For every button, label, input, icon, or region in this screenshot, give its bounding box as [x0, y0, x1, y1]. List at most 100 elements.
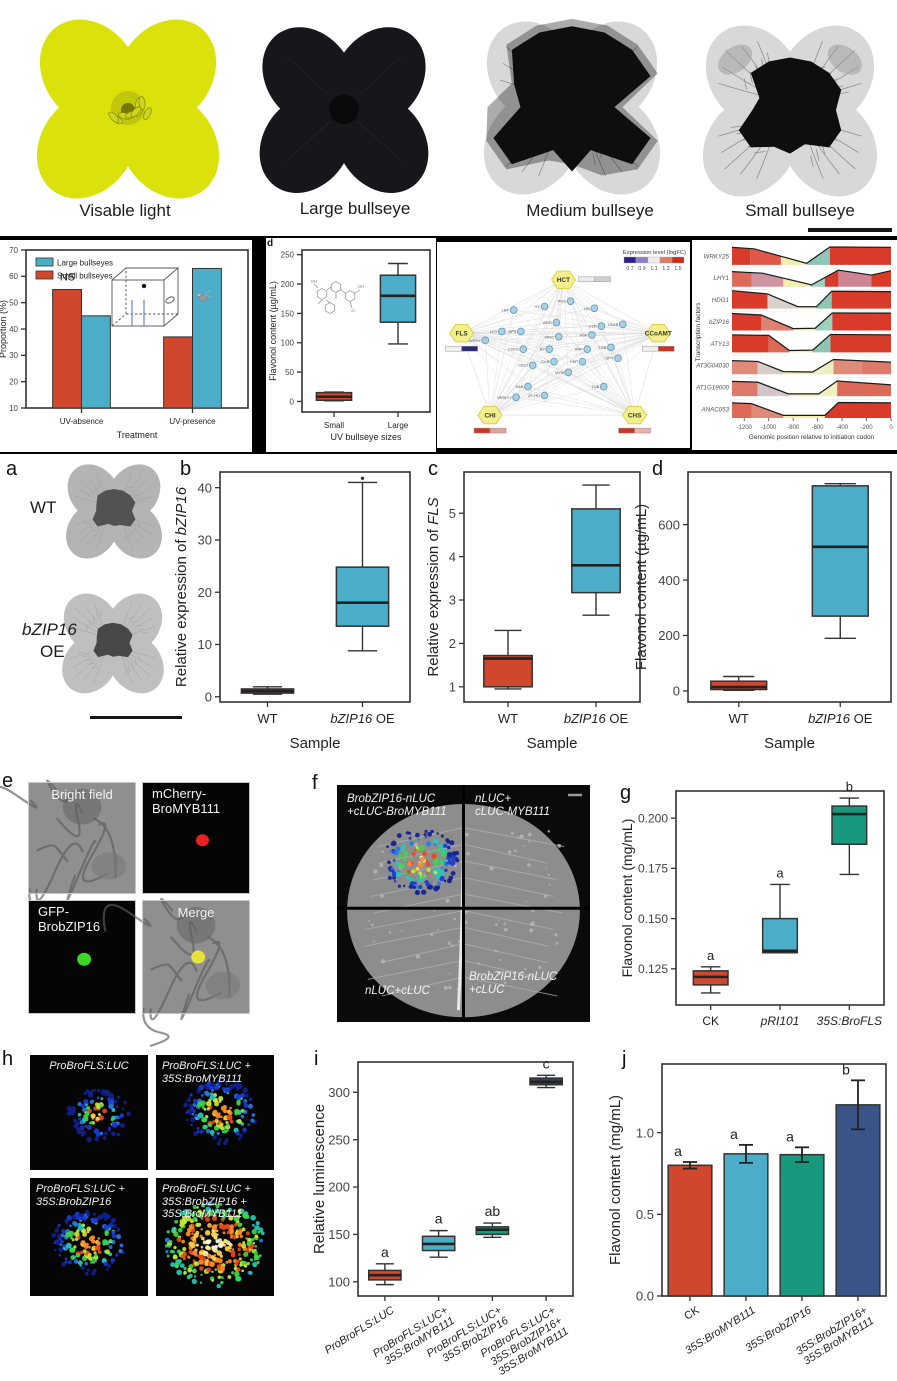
svg-text:0.0: 0.0 — [636, 1289, 654, 1304]
svg-text:2: 2 — [449, 636, 456, 651]
leaf-label-tr: nLUC+ cLUC-MYB111 — [475, 793, 550, 819]
svg-text:0: 0 — [673, 684, 680, 699]
svg-text:AT3G04030: AT3G04030 — [695, 363, 729, 370]
panel-letter-d: d — [652, 458, 664, 480]
svg-text:Large bullseyes: Large bullseyes — [57, 259, 113, 268]
svg-text:MYB: MYB — [555, 370, 564, 375]
micro-label-bright-field: Bright field — [51, 787, 113, 802]
scale-bar-row3 — [90, 716, 182, 719]
caption-visible-light: Visable light — [79, 201, 171, 220]
svg-text:-1200: -1200 — [737, 425, 753, 431]
flower-bzip16-oe — [60, 586, 166, 702]
svg-text:OH: OH — [358, 284, 365, 289]
svg-text:C2CD: C2CD — [508, 347, 519, 352]
micro-merge: Merge — [102, 897, 250, 1048]
svg-text:100: 100 — [281, 339, 295, 348]
label-oe: OE — [40, 642, 65, 661]
svg-text:0: 0 — [205, 689, 212, 704]
svg-text:UV bullseye sizes: UV bullseye sizes — [330, 432, 402, 442]
svg-text:a: a — [786, 1128, 794, 1144]
svg-text:bZIP16 OE: bZIP16 OE — [330, 711, 395, 726]
row2-box-panel-letter: d — [267, 238, 274, 249]
svg-text:4: 4 — [449, 549, 456, 564]
svg-text:Sample: Sample — [527, 735, 578, 752]
caption-small-bullseye: Small bullseye — [745, 201, 855, 220]
svg-text:Small bullseyes: Small bullseyes — [57, 272, 113, 281]
panel-letter-g: g — [620, 782, 632, 804]
svg-text:bZIP16 OE: bZIP16 OE — [808, 711, 873, 726]
svg-text:c: c — [543, 1055, 550, 1071]
svg-text:a: a — [435, 1211, 443, 1227]
panel-letter-a: a — [6, 458, 18, 480]
svg-text:CCB: CCB — [541, 359, 550, 364]
svg-text:60: 60 — [9, 272, 18, 281]
flower-wt — [64, 462, 164, 562]
svg-text:a: a — [730, 1126, 738, 1142]
panel-d-chart: 0 200 400 600 WT bZIP16 OE Flavonol content (… — [630, 458, 895, 758]
svg-text:CBL2: CBL2 — [518, 363, 529, 368]
svg-text:1: 1 — [449, 679, 456, 694]
svg-text:250: 250 — [328, 1132, 350, 1147]
panel-letter-j: j — [622, 1048, 627, 1070]
svg-text:0.5: 0.5 — [636, 1207, 654, 1222]
svg-text:SAB: SAB — [515, 384, 523, 389]
leaf-label-tl: BrobZIP16-nLUC +cLUC-BroMYB111 — [347, 793, 447, 819]
flower-medium-bullseye — [478, 18, 666, 196]
svg-text:Expression level (logFC): Expression level (logFC) — [623, 250, 686, 256]
svg-text:UV-absence: UV-absence — [60, 417, 104, 426]
svg-text:TRAB: TRAB — [608, 322, 619, 327]
svg-text:1.1: 1.1 — [650, 266, 657, 272]
svg-text:CHS: CHS — [628, 412, 642, 419]
panel-letter-h: h — [2, 1048, 14, 1070]
svg-text:BZ: BZ — [540, 347, 546, 352]
svg-text:200: 200 — [281, 280, 295, 289]
svg-text:WRKY25: WRKY25 — [704, 253, 730, 260]
svg-text:250: 250 — [281, 251, 295, 260]
svg-text:CCoAMT: CCoAMT — [645, 331, 672, 338]
panel-uv-proportion-chart: 10 20 30 40 50 60 70 UV-absence UV-presence Large… — [0, 240, 252, 452]
lum-label-3: ProBroFLS:LUC + 35S:BrobZIP16 — [36, 1183, 125, 1208]
svg-text:10: 10 — [9, 404, 18, 413]
micro-mcherry: mCherry- BroMYB111 — [142, 782, 250, 894]
panel-j-chart: 0.0 0.5 1.0 CK 35S:BroMYB111 35S:BrobZIP16 35S… — [604, 1050, 894, 1380]
svg-text:OH: OH — [311, 279, 318, 284]
svg-text:0.150: 0.150 — [638, 912, 668, 926]
panel-g-chart: 0.125 0.150 0.175 0.200 CK pRI101 35S:BroFLS a a… — [618, 775, 890, 1043]
svg-text:Large: Large — [388, 421, 409, 430]
lum-image-2: ProBroFLS:LUC + 35S:BroMYB111 — [156, 1055, 274, 1170]
svg-text:-200: -200 — [861, 425, 874, 431]
lum-label-1: ProBroFLS:LUC — [49, 1060, 129, 1072]
svg-text:Relative expression of bZIP16: Relative expression of bZIP16 — [173, 486, 190, 687]
svg-text:10: 10 — [198, 637, 212, 652]
svg-text:WT: WT — [498, 711, 518, 726]
lum-image-1: ProBroFLS:LUC — [30, 1055, 148, 1170]
svg-text:WT: WT — [257, 711, 277, 726]
svg-text:-600: -600 — [812, 425, 825, 431]
svg-text:LHY1: LHY1 — [714, 275, 729, 282]
svg-text:WER: WER — [543, 320, 552, 325]
micro-label-merge: Merge — [177, 905, 215, 920]
svg-text:a: a — [707, 948, 715, 963]
svg-text:1.0: 1.0 — [636, 1125, 654, 1140]
panel-b-chart: 0 10 20 30 40 WT bZIP16 OE Relative expression… — [172, 458, 418, 758]
svg-text:Sample: Sample — [764, 735, 815, 752]
svg-text:5: 5 — [449, 506, 456, 521]
panel-letter-c: c — [428, 458, 438, 480]
svg-text:HSF: HSF — [579, 332, 588, 337]
svg-text:Flavonol content (mg/mL): Flavonol content (mg/mL) — [607, 1095, 624, 1265]
panel-c-chart: 1 2 3 4 5 WT bZIP16 OE Relative expression of … — [425, 458, 644, 758]
svg-text:MHC: MHC — [545, 334, 554, 339]
svg-text:50: 50 — [9, 299, 18, 308]
svg-text:AT1G19000: AT1G19000 — [695, 385, 729, 392]
svg-text:CK: CK — [702, 1014, 719, 1028]
svg-text:40: 40 — [9, 325, 18, 334]
svg-text:Proportion (%): Proportion (%) — [0, 300, 8, 358]
svg-text:-400: -400 — [836, 425, 849, 431]
svg-text:WT: WT — [729, 711, 749, 726]
svg-text:O: O — [351, 308, 355, 313]
svg-text:C2D: C2D — [589, 324, 597, 329]
svg-text:NS: NS — [60, 271, 75, 283]
svg-text:ANAC053: ANAC053 — [700, 406, 729, 413]
micro-bright-field: Bright field — [0, 779, 136, 928]
